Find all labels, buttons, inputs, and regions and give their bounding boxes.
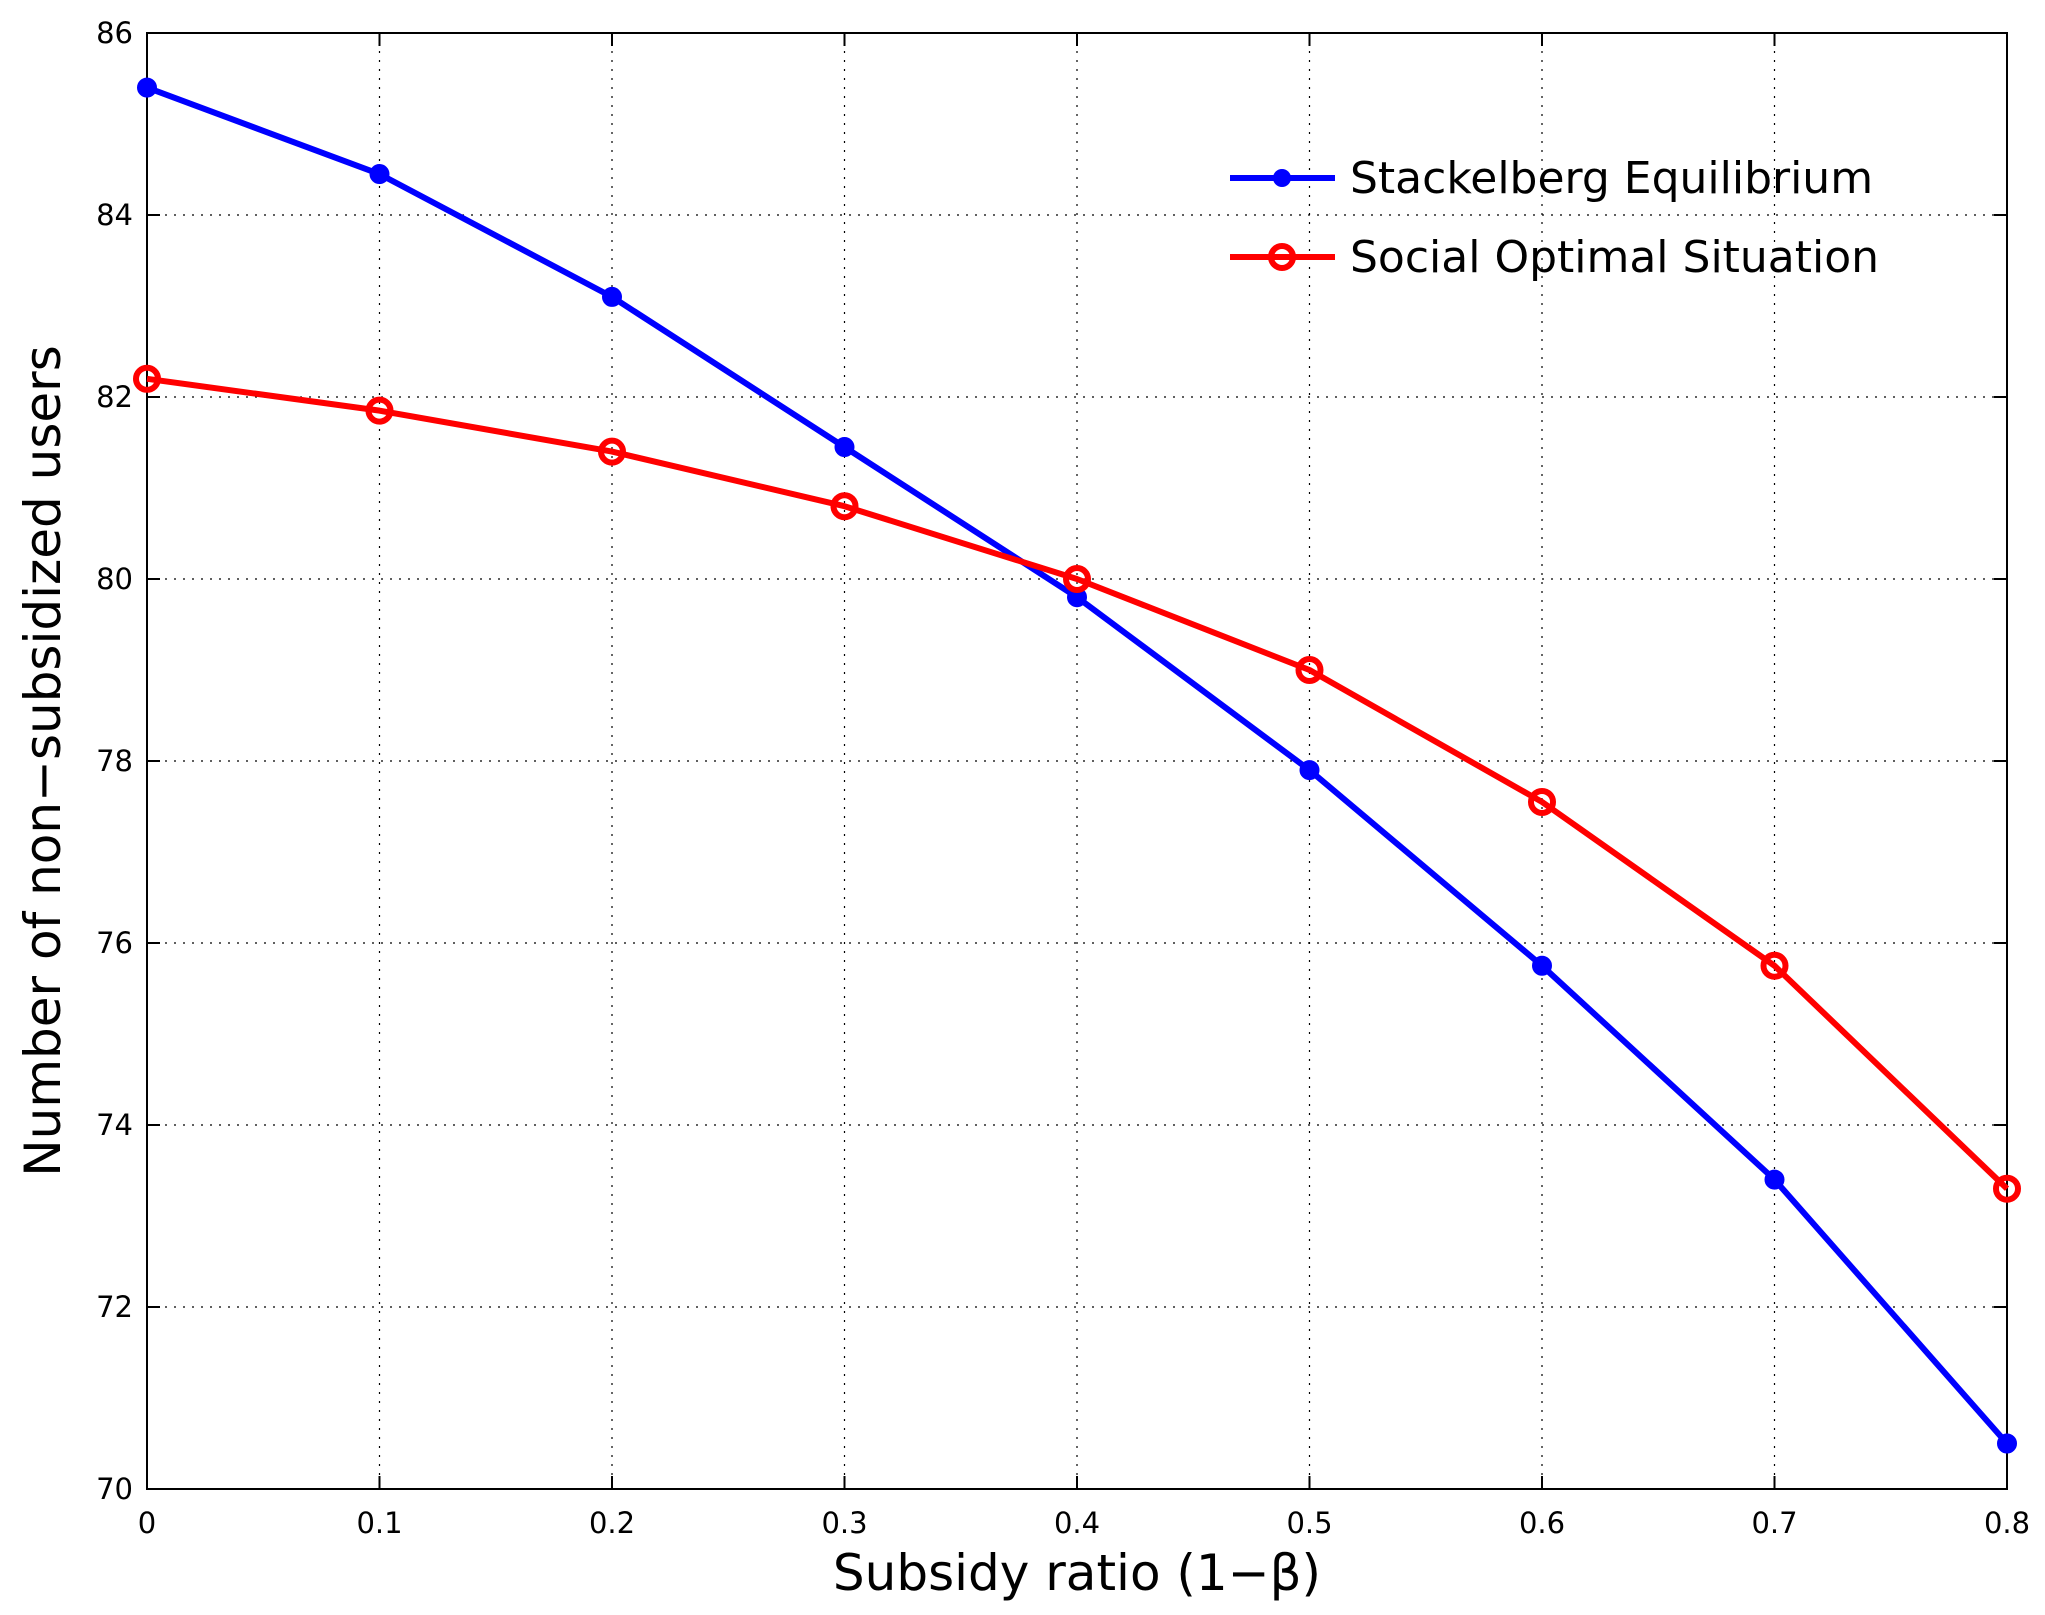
y-tick-label: 72 <box>96 1290 133 1324</box>
data-point <box>1532 955 1552 976</box>
data-point <box>137 77 157 98</box>
y-tick-label: 74 <box>96 1108 133 1142</box>
data-point <box>598 437 626 466</box>
x-tick-label: 0.2 <box>589 1506 635 1540</box>
data-point <box>133 364 161 393</box>
y-tick-label: 82 <box>96 380 133 414</box>
y-tick-label: 78 <box>96 744 133 778</box>
legend-label-stackelberg: Stackelberg Equilibrium <box>1350 153 1873 204</box>
x-axis-label: Subsidy ratio (1−β) <box>833 1544 1321 1602</box>
y-tick-label: 76 <box>96 926 133 960</box>
data-point <box>1528 787 1556 816</box>
legend-marker-stackelberg <box>1273 169 1291 187</box>
grid <box>147 33 2007 1489</box>
x-tick-label: 0.3 <box>821 1506 867 1540</box>
y-axis-label: Number of non−subsidized users <box>14 345 72 1177</box>
legend-label-social-optimal: Social Optimal Situation <box>1350 232 1879 283</box>
data-point <box>1993 1174 2021 1203</box>
x-tick-label: 0 <box>138 1506 156 1540</box>
data-point <box>1764 1169 1785 1190</box>
series-lines <box>133 77 2021 1454</box>
axis-ticks: 0 0.1 0.2 0.3 0.4 0.5 0.6 0.7 0.8 70 72 74 76 78 80 82 8… <box>96 16 2030 1540</box>
x-tick-label: 0.4 <box>1054 1506 1100 1540</box>
x-tick-label: 0.5 <box>1286 1506 1332 1540</box>
data-point <box>365 396 394 425</box>
data-point <box>1760 951 1789 980</box>
data-point <box>369 164 390 185</box>
x-tick-label: 0.1 <box>356 1506 402 1540</box>
x-tick-label: 0.7 <box>1751 1506 1797 1540</box>
legend-marker-social-optimal <box>1268 243 1296 271</box>
x-tick-label: 0.8 <box>1984 1506 2030 1540</box>
data-point <box>1997 1433 2017 1454</box>
data-point <box>602 286 622 307</box>
data-point <box>830 492 859 521</box>
y-tick-label: 86 <box>96 16 133 50</box>
x-tick-label: 0.6 <box>1519 1506 1565 1540</box>
series-line-1 <box>146 375 2010 1191</box>
data-point <box>1063 565 1091 593</box>
legend: Stackelberg Equilibrium Social Optimal S… <box>1230 153 1879 283</box>
data-point <box>1299 760 1320 781</box>
data-point <box>1295 656 1324 684</box>
y-tick-label: 80 <box>96 562 133 596</box>
data-point <box>834 437 855 458</box>
y-tick-label: 84 <box>96 198 133 232</box>
y-tick-label: 70 <box>96 1472 133 1506</box>
